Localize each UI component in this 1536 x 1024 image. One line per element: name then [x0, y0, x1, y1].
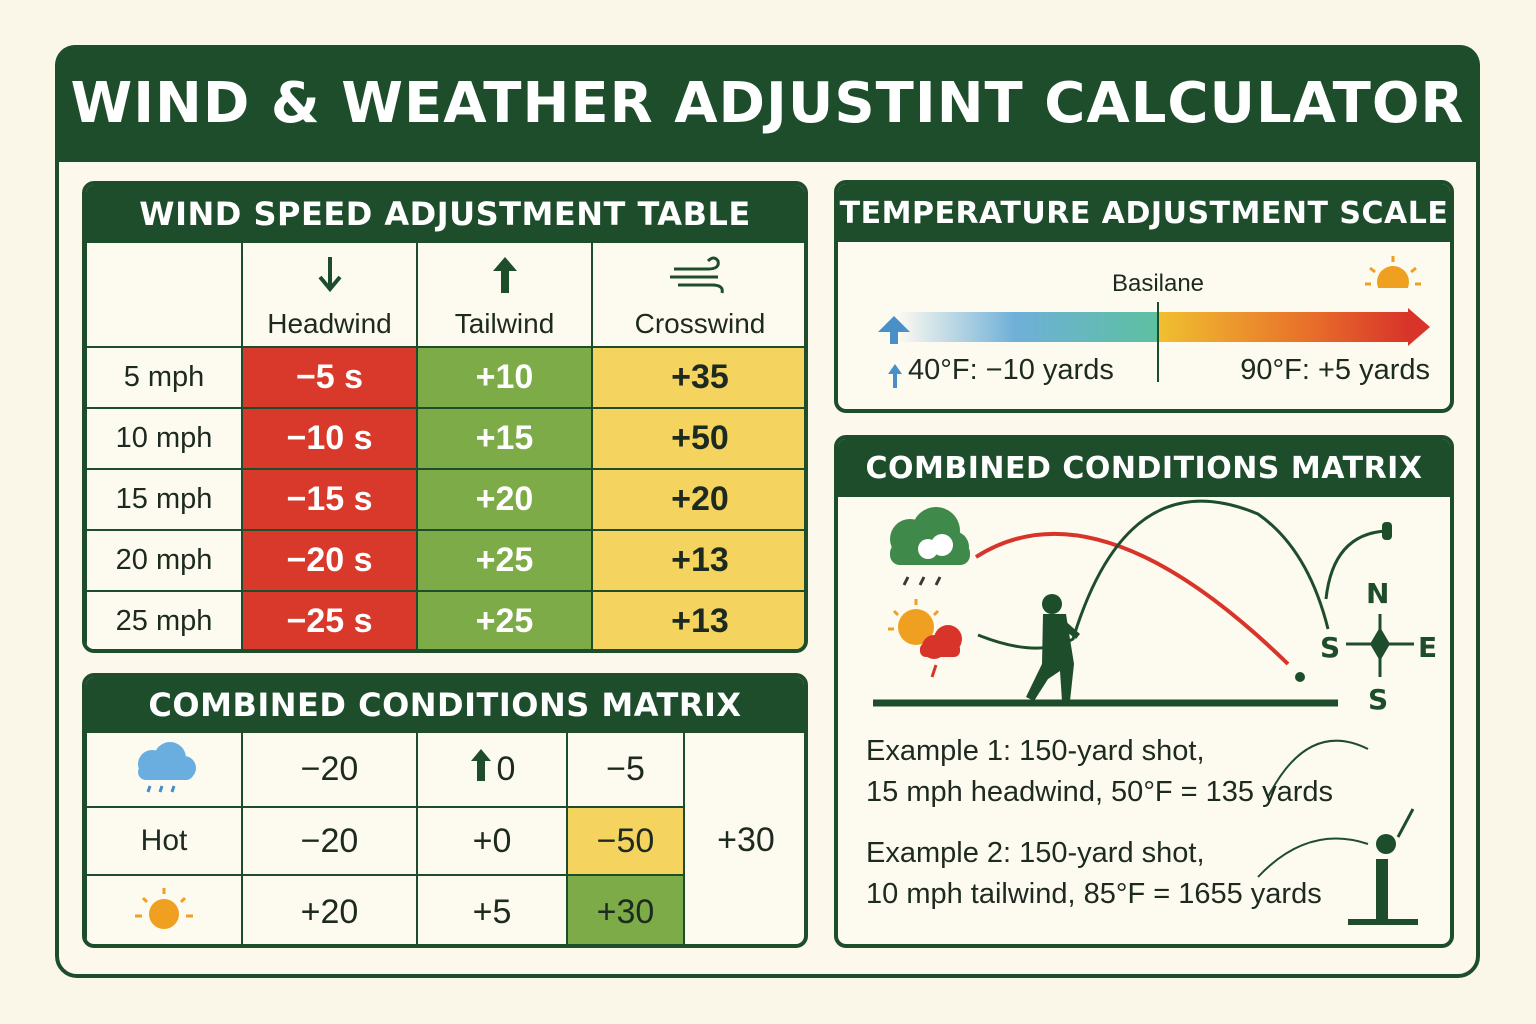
wind-value: −5 s — [242, 347, 417, 408]
example-2: Example 2: 150-yard shot, 10 mph tailwin… — [866, 833, 1322, 915]
wind-value: +13 — [592, 530, 804, 591]
page-title: WIND & WEATHER ADJUSTINT CALCULATOR — [55, 45, 1480, 162]
weather-icon — [86, 875, 242, 944]
example-line: Example 2: 150-yard shot, — [866, 837, 1205, 869]
matrix-side-value: +30 — [684, 732, 804, 944]
matrix-text: +5 — [472, 892, 512, 931]
example-1: Example 1: 150-yard shot, 15 mph headwin… — [866, 731, 1333, 813]
compass-east: E — [1418, 631, 1438, 664]
matrix-value: −5 — [567, 732, 684, 807]
temperature-panel: TEMPERATURE ADJUSTMENT SCALE Basilane 40… — [834, 180, 1454, 413]
example-line: 15 mph headwind, 50°F = 135 yards — [866, 776, 1334, 808]
matrix-text: 0 — [496, 750, 516, 788]
column-header: Tailwind — [417, 242, 592, 347]
column-header: Crosswind — [592, 242, 804, 347]
wind-icon — [490, 255, 520, 302]
row-label: 25 mph — [86, 591, 242, 649]
wind-table-title: WIND SPEED ADJUSTMENT TABLE — [86, 185, 804, 242]
wind-value: +20 — [417, 469, 592, 530]
baseline-label: Basilane — [1111, 270, 1205, 297]
wind-value: +50 — [592, 408, 804, 469]
example-line: 10 mph tailwind, 85°F = 1655 yards — [866, 878, 1322, 910]
arrow-icon — [469, 747, 493, 792]
matrix-text: −5 — [606, 750, 645, 788]
column-label: Crosswind — [634, 308, 766, 339]
row-label: 20 mph — [86, 530, 242, 591]
wind-value: +15 — [417, 408, 592, 469]
column-label: Tailwind — [454, 308, 555, 339]
matrix-text: +0 — [472, 821, 512, 860]
combined-title: COMBINED CONDITIONS MATRIX — [838, 439, 1450, 497]
row-label: 5 mph — [86, 347, 242, 408]
matrix-value: +20 — [242, 875, 417, 944]
temperature-graphic — [878, 256, 1430, 388]
matrix-title: COMBINED CONDITIONS MATRIX — [86, 677, 804, 732]
compass-south: S — [1368, 683, 1389, 716]
compass-west: S — [1320, 631, 1341, 664]
row-label: 10 mph — [86, 408, 242, 469]
example-line: Example 1: 150-yard shot, — [866, 735, 1205, 767]
wind-table: WIND SPEED ADJUSTMENT TABLE Headwind Tail… — [82, 181, 808, 653]
corner-cell — [86, 242, 242, 347]
wind-icon — [668, 255, 732, 302]
weather-icon — [86, 732, 242, 807]
wind-value: +10 — [417, 347, 592, 408]
matrix-value: +0 — [417, 807, 567, 875]
wind-value: +20 — [592, 469, 804, 530]
matrix-table: COMBINED CONDITIONS MATRIX Hot −20 0 −5 −20 +… — [82, 673, 808, 948]
hot-label: 90°F: +5 yards — [1240, 354, 1430, 386]
wind-value: −20 s — [242, 530, 417, 591]
wind-value: +25 — [417, 530, 592, 591]
wind-icon — [315, 255, 345, 302]
wind-value: +13 — [592, 591, 804, 649]
matrix-value: −50 — [567, 807, 684, 875]
cold-label: 40°F: −10 yards — [908, 354, 1114, 386]
matrix-value: −20 — [242, 732, 417, 807]
column-label: Headwind — [267, 308, 392, 339]
matrix-text: +30 — [596, 892, 655, 931]
row-label: 15 mph — [86, 469, 242, 530]
matrix-value: 0 — [417, 732, 567, 807]
wind-value: −25 s — [242, 591, 417, 649]
wind-value: −10 s — [242, 408, 417, 469]
matrix-text: −50 — [596, 821, 655, 860]
matrix-text: −20 — [300, 821, 359, 860]
matrix-text: −20 — [300, 750, 359, 788]
column-header: Headwind — [242, 242, 417, 347]
wind-value: +25 — [417, 591, 592, 649]
matrix-value: −20 — [242, 807, 417, 875]
matrix-value: +30 — [567, 875, 684, 944]
temperature-title: TEMPERATURE ADJUSTMENT SCALE — [838, 184, 1450, 242]
combined-panel: COMBINED CONDITIONS MATRIX N S E S — [834, 435, 1454, 948]
wind-value: +35 — [592, 347, 804, 408]
wind-value: −15 s — [242, 469, 417, 530]
matrix-value: +5 — [417, 875, 567, 944]
row-label: Hot — [86, 807, 242, 875]
compass-north: N — [1366, 577, 1390, 610]
matrix-text: +20 — [300, 892, 359, 931]
combined-graphic — [873, 499, 1418, 925]
